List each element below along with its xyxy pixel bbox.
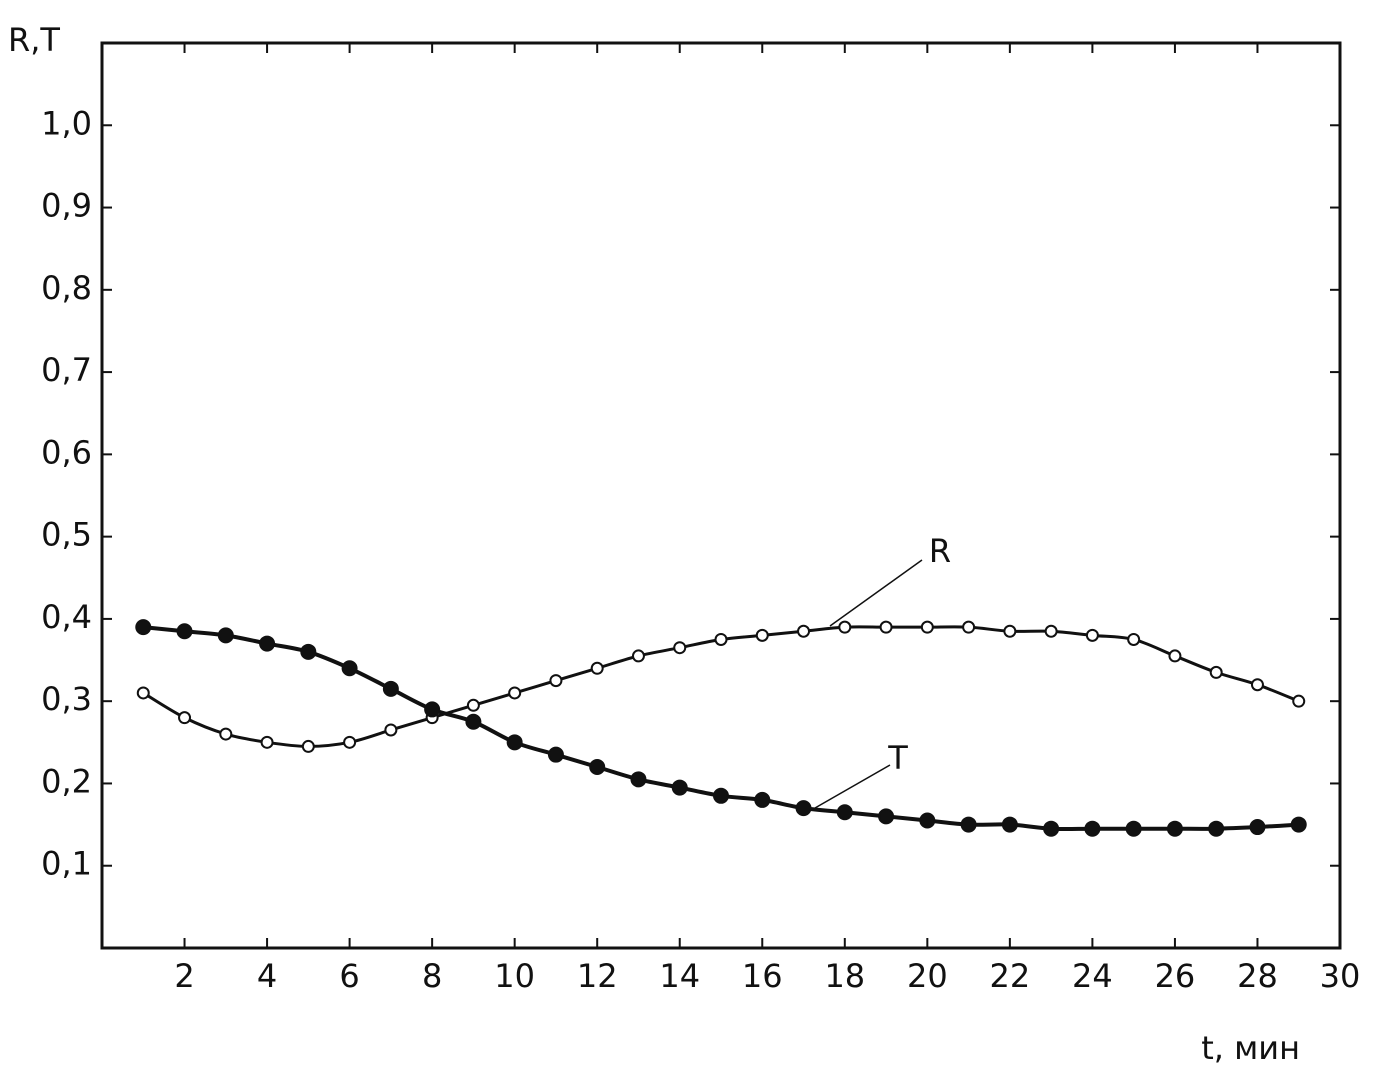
y-tick-label: 0,9	[41, 187, 92, 225]
data-point	[960, 816, 977, 833]
data-point	[631, 649, 645, 663]
data-point	[135, 619, 152, 636]
y-tick-label: 0,5	[41, 516, 92, 554]
data-point	[259, 635, 276, 652]
y-tick-label: 0,1	[41, 845, 92, 883]
x-tick-label: 4	[257, 957, 277, 995]
y-tick-label: 0,2	[41, 762, 92, 800]
data-point	[1001, 816, 1018, 833]
plot-frame	[100, 41, 1342, 950]
data-point	[1249, 819, 1266, 836]
x-tick-label: 28	[1237, 957, 1278, 995]
data-point	[343, 735, 357, 749]
data-point	[465, 713, 482, 730]
data-point	[260, 735, 274, 749]
x-tick-label: 2	[174, 957, 194, 995]
data-point	[838, 620, 852, 634]
data-point	[1043, 820, 1060, 837]
x-tick-label: 8	[422, 957, 442, 995]
data-point	[962, 620, 976, 634]
data-point	[1125, 820, 1142, 837]
data-point	[1209, 665, 1223, 679]
data-point	[878, 808, 895, 825]
x-tick-label: 26	[1155, 957, 1196, 995]
x-tick-label: 22	[990, 957, 1031, 995]
x-tick-label: 12	[577, 957, 618, 995]
data-point	[673, 641, 687, 655]
data-point	[754, 791, 771, 808]
data-point	[755, 628, 769, 642]
data-point	[1003, 624, 1017, 638]
data-point	[176, 623, 193, 640]
data-point	[341, 660, 358, 677]
series-label: T	[887, 739, 908, 777]
data-point	[590, 661, 604, 675]
data-point	[424, 701, 441, 718]
data-point	[466, 698, 480, 712]
leader-line	[829, 559, 923, 627]
data-point	[219, 727, 233, 741]
y-tick-label: 0,4	[41, 598, 92, 636]
data-point	[217, 627, 234, 644]
data-point	[795, 800, 812, 817]
data-point	[1250, 678, 1264, 692]
data-point	[1085, 628, 1099, 642]
x-tick-label: 6	[339, 957, 359, 995]
data-point	[879, 620, 893, 634]
data-point	[384, 723, 398, 737]
data-point	[508, 686, 522, 700]
y-tick-label: 0,3	[41, 680, 92, 718]
y-tick-label: 1,0	[41, 104, 92, 142]
y-tick-label: 0,6	[41, 433, 92, 471]
x-tick-label: 18	[824, 957, 865, 995]
data-point	[1127, 632, 1141, 646]
x-tick-label: 14	[659, 957, 700, 995]
data-point	[178, 711, 192, 725]
y-axis-label: R,T	[8, 21, 60, 59]
x-tick-label: 10	[494, 957, 535, 995]
data-point	[547, 746, 564, 763]
data-point	[797, 624, 811, 638]
data-point	[919, 812, 936, 829]
data-point	[1166, 820, 1183, 837]
x-tick-label: 30	[1320, 957, 1361, 995]
data-point	[714, 632, 728, 646]
data-point	[506, 734, 523, 751]
data-point	[136, 686, 150, 700]
y-tick-label: 0,8	[41, 269, 92, 307]
data-point	[300, 643, 317, 660]
y-tick-label: 0,7	[41, 351, 92, 389]
data-point	[1044, 624, 1058, 638]
data-point	[1292, 694, 1306, 708]
x-tick-label: 16	[742, 957, 783, 995]
data-point	[713, 787, 729, 804]
data-point	[920, 620, 934, 634]
data-point	[301, 739, 315, 753]
leader-line	[814, 764, 891, 809]
x-tick-label: 24	[1072, 957, 1113, 995]
data-point	[630, 771, 647, 788]
data-point	[382, 680, 399, 697]
data-point	[1208, 820, 1225, 837]
x-tick-label: 20	[907, 957, 948, 995]
data-point	[1168, 649, 1182, 663]
data-point	[1084, 820, 1101, 837]
data-point	[1290, 816, 1307, 833]
data-point	[549, 674, 563, 688]
x-axis-label: t, мин	[1201, 1029, 1300, 1067]
data-point	[836, 804, 853, 821]
series-label: R	[929, 532, 951, 570]
data-point	[589, 759, 606, 775]
data-point	[671, 779, 688, 796]
